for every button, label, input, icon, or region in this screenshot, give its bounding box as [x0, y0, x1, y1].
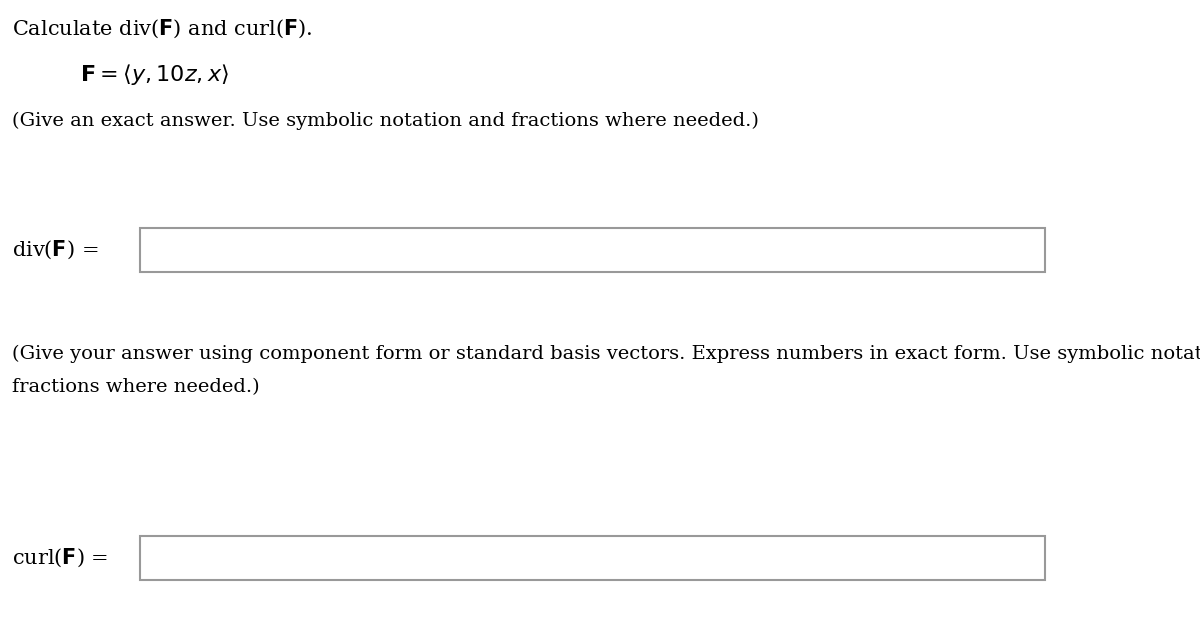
Text: div($\mathbf{F}$) =: div($\mathbf{F}$) =	[12, 239, 98, 261]
Text: (Give an exact answer. Use symbolic notation and fractions where needed.): (Give an exact answer. Use symbolic nota…	[12, 112, 758, 130]
Bar	[140, 228, 1045, 272]
Text: Calculate div($\mathbf{F}$) and curl($\mathbf{F}$).: Calculate div($\mathbf{F}$) and curl($\m…	[12, 18, 313, 41]
Text: (Give your answer using component form or standard basis vectors. Express number: (Give your answer using component form o…	[12, 345, 1200, 363]
Bar	[140, 536, 1045, 580]
Text: curl($\mathbf{F}$) =: curl($\mathbf{F}$) =	[12, 547, 108, 569]
Text: fractions where needed.): fractions where needed.)	[12, 378, 259, 396]
Text: $\mathbf{F} = \langle y, 10z, x\rangle$: $\mathbf{F} = \langle y, 10z, x\rangle$	[80, 62, 229, 87]
